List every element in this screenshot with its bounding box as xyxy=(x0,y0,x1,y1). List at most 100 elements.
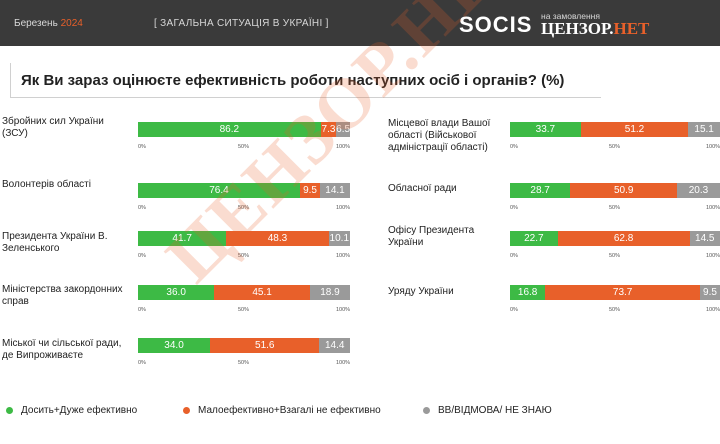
row-label: Уряду України xyxy=(388,286,454,297)
bar-row: 16.8 73.7 9.5 xyxy=(510,285,720,300)
tick-label: 100% xyxy=(336,360,351,366)
axis-ticks: 0% 50% 100% xyxy=(138,307,350,317)
bar-segment-effective: 28.7 xyxy=(510,183,571,198)
partner-logo-suffix: НЕТ xyxy=(613,19,650,38)
bar-row: 34.0 51.6 14.4 xyxy=(138,338,350,353)
tick-label: 100% xyxy=(706,307,720,313)
tick-label: 0% xyxy=(138,144,146,150)
axis-ticks: 0% 50% 100% xyxy=(138,205,350,215)
bar-row: 22.7 62.8 14.5 xyxy=(510,231,720,246)
row-label: Офісу Президента України xyxy=(388,225,475,248)
bar-segment-unknown: 20.3 xyxy=(677,183,720,198)
tick-label: 0% xyxy=(510,253,518,259)
bar-row: 28.7 50.9 20.3 xyxy=(510,183,720,198)
legend-dot-unknown xyxy=(423,407,430,414)
tick-label: 50% xyxy=(609,307,621,313)
chart-title: Як Ви зараз оцінюєте ефективність роботи… xyxy=(21,72,565,89)
row-label: Волонтерів області xyxy=(2,179,91,190)
row-label: Міністерства закордонних справ xyxy=(2,284,123,307)
bar-segment-ineffective: 50.9 xyxy=(570,183,678,198)
bar-segment-ineffective: 62.8 xyxy=(557,231,690,246)
row-label: Міської чи сільської ради, де Випроживає… xyxy=(2,338,122,361)
bar-segment-ineffective: 51.2 xyxy=(580,122,689,137)
tick-label: 0% xyxy=(510,307,518,313)
axis-ticks: 0% 50% 100% xyxy=(510,253,720,263)
bar-segment-effective: 34.0 xyxy=(138,338,211,353)
tick-label: 50% xyxy=(609,253,621,259)
bar-segment-ineffective: 7.3 xyxy=(320,122,337,137)
axis-ticks: 0% 50% 100% xyxy=(138,144,350,154)
tick-label: 100% xyxy=(336,205,351,211)
legend-item-unknown: ВВ/ВІДМОВА/ НЕ ЗНАЮ xyxy=(423,405,552,416)
tick-label: 100% xyxy=(336,144,351,150)
bar-row: 86.2 7.3 6.5 xyxy=(138,122,350,137)
tick-label: 50% xyxy=(609,144,621,150)
bar-segment-effective: 41.7 xyxy=(138,231,227,246)
tick-label: 0% xyxy=(138,253,146,259)
bar-segment-ineffective: 73.7 xyxy=(545,285,701,300)
bar-segment-ineffective: 51.6 xyxy=(210,338,320,353)
bar-segment-effective: 33.7 xyxy=(510,122,581,137)
legend-label-ineffective: Малоефективно+Взагалі не ефективно xyxy=(198,405,381,416)
bar-segment-ineffective: 48.3 xyxy=(226,231,329,246)
tick-label: 0% xyxy=(138,360,146,366)
bar-segment-unknown: 14.5 xyxy=(689,231,720,246)
legend-item-ineffective: Малоефективно+Взагалі не ефективно xyxy=(183,405,381,416)
bar-segment-unknown: 10.1 xyxy=(328,231,350,246)
bar-segment-effective: 16.8 xyxy=(510,285,546,300)
bar-segment-unknown: 6.5 xyxy=(336,122,350,137)
row-label: Президента України В. Зеленського xyxy=(2,231,108,254)
bar-segment-effective: 76.4 xyxy=(138,183,300,198)
logo-subtitle: на замовлення xyxy=(541,11,600,21)
bar-segment-unknown: 14.1 xyxy=(320,183,350,198)
legend-dot-ineffective xyxy=(183,407,190,414)
socis-logo: SOCIS xyxy=(459,12,533,37)
legend-label-unknown: ВВ/ВІДМОВА/ НЕ ЗНАЮ xyxy=(438,405,552,416)
tick-label: 0% xyxy=(138,307,146,313)
header-bar: Березень 2024 [ ЗАГАЛЬНА СИТУАЦІЯ В УКРА… xyxy=(0,0,720,46)
bar-segment-effective: 36.0 xyxy=(138,285,215,300)
bar-segment-effective: 22.7 xyxy=(510,231,558,246)
tick-label: 50% xyxy=(238,360,250,366)
tick-label: 100% xyxy=(706,253,720,259)
partner-logo: ЦЕНЗОР.НЕТ xyxy=(541,19,649,39)
axis-ticks: 0% 50% 100% xyxy=(510,205,720,215)
bar-segment-ineffective: 45.1 xyxy=(214,285,310,300)
tick-label: 100% xyxy=(706,144,720,150)
row-label: Місцевої влади Вашої області (Військової… xyxy=(388,118,491,153)
axis-ticks: 0% 50% 100% xyxy=(138,360,350,370)
bar-row: 33.7 51.2 15.1 xyxy=(510,122,720,137)
tick-label: 100% xyxy=(336,307,351,313)
tick-label: 50% xyxy=(609,205,621,211)
row-label: Обласної ради xyxy=(388,183,457,194)
legend-dot-effective xyxy=(6,407,13,414)
bar-segment-unknown: 18.9 xyxy=(309,285,350,300)
axis-ticks: 0% 50% 100% xyxy=(510,307,720,317)
tick-label: 0% xyxy=(510,205,518,211)
tick-label: 100% xyxy=(336,253,351,259)
bar-row: 36.0 45.1 18.9 xyxy=(138,285,350,300)
legend: Досить+Дуже ефективно Малоефективно+Взаг… xyxy=(0,405,720,419)
bar-segment-effective: 86.2 xyxy=(138,122,321,137)
tick-label: 100% xyxy=(706,205,720,211)
section-title: [ ЗАГАЛЬНА СИТУАЦІЯ В УКРАЇНІ ] xyxy=(154,18,329,29)
tick-label: 0% xyxy=(138,205,146,211)
partner-logo-name: ЦЕНЗОР. xyxy=(541,19,614,38)
row-label: Збройних сил України (ЗСУ) xyxy=(2,116,104,139)
bar-segment-unknown: 9.5 xyxy=(700,285,720,300)
bar-segment-unknown: 14.4 xyxy=(319,338,350,353)
tick-label: 50% xyxy=(238,307,250,313)
legend-label-effective: Досить+Дуже ефективно xyxy=(21,405,138,416)
axis-ticks: 0% 50% 100% xyxy=(138,253,350,263)
bar-segment-ineffective: 9.5 xyxy=(299,183,321,198)
bar-segment-unknown: 15.1 xyxy=(688,122,720,137)
survey-year: 2024 xyxy=(60,18,83,29)
survey-month: Березень xyxy=(14,18,58,29)
axis-ticks: 0% 50% 100% xyxy=(510,144,720,154)
survey-date: Березень 2024 xyxy=(14,18,83,29)
tick-label: 50% xyxy=(238,144,250,150)
tick-label: 0% xyxy=(510,144,518,150)
bar-row: 41.7 48.3 10.1 xyxy=(138,231,350,246)
tick-label: 50% xyxy=(238,253,250,259)
chart-title-box: Як Ви зараз оцінюєте ефективність роботи… xyxy=(10,63,601,98)
